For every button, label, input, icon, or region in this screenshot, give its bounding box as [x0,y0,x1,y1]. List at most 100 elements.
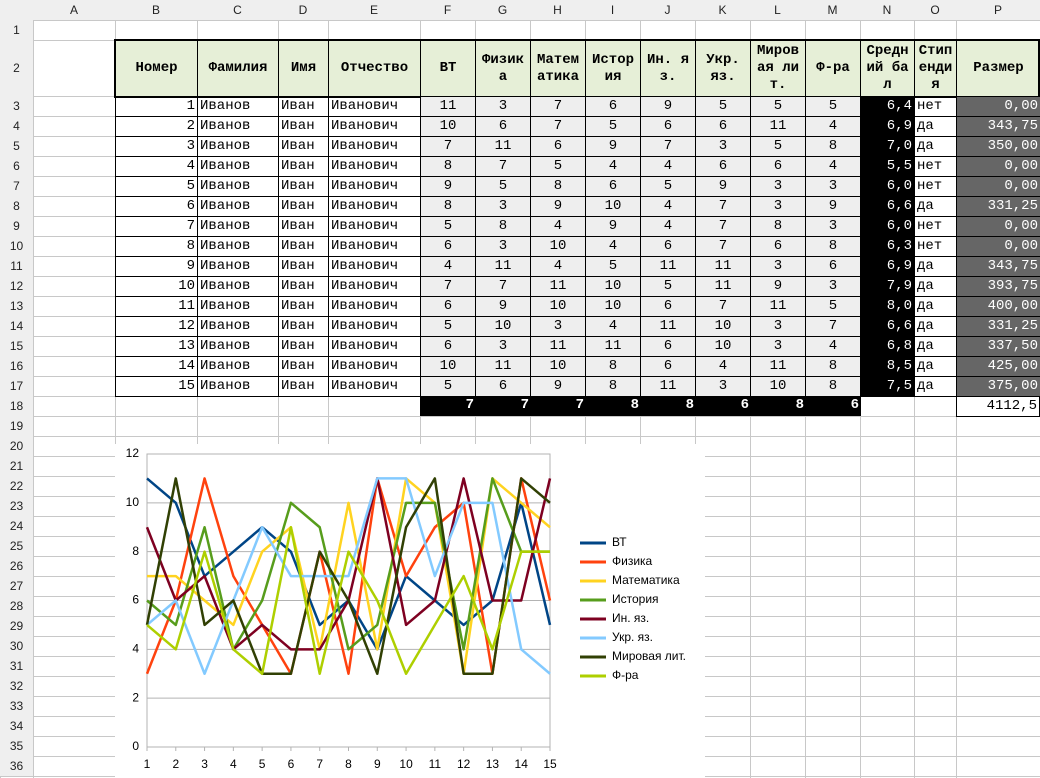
legend-label: Мировая лит. [612,649,686,663]
row-header: 31 [0,656,33,676]
row-header: 10 [0,236,33,256]
column-header: J [640,0,695,20]
grade-cell: 11 [750,116,806,137]
row-header: 24 [0,516,33,536]
column-header: O [914,0,956,20]
column-header: N [860,0,914,20]
row-header: 3 [0,96,33,116]
size-cell: 331,25 [956,316,1040,337]
y-tick-label: 0 [132,739,139,753]
table-header: Ин. яз. [640,40,696,97]
total-cell: 8 [585,396,641,416]
average-cell: 8,5 [860,356,915,377]
x-tick-label: 8 [345,757,352,771]
size-cell: 0,00 [956,236,1040,257]
row-header: 16 [0,356,33,376]
grade-cell: 11 [640,256,696,277]
grade-cell: 11 [585,336,641,357]
grade-cell: 10 [475,316,531,337]
total-cell: 7 [530,396,586,416]
table-header: Имя [278,40,329,97]
column-header: D [278,0,328,20]
average-cell: 6,3 [860,236,915,257]
series-line [147,477,551,675]
series-line [146,526,550,675]
column-header: B [115,0,197,20]
row-header: 15 [0,336,33,356]
grade-cell: 11 [750,356,806,377]
table-header: Номер [115,40,198,97]
table-header: Размер [956,40,1040,97]
column-header: G [475,0,530,20]
size-cell: 425,00 [956,356,1040,377]
table-header: Средний бал [860,40,915,97]
row-header: 34 [0,716,33,736]
x-tick-label: 12 [457,757,471,771]
table-header: История [585,40,641,97]
row-header: 12 [0,276,33,296]
series-line [145,477,551,675]
x-tick-label: 3 [201,757,208,771]
corner [0,0,33,20]
row-header: 1 [0,20,33,40]
total-cell: 8 [640,396,696,416]
row-header: 4 [0,116,33,136]
x-tick-label: 2 [172,757,179,771]
total-cell: 6 [695,396,751,416]
x-tick-label: 7 [316,757,323,771]
x-tick-label: 10 [399,757,413,771]
table-header: Отчество [328,40,421,97]
y-tick-label: 8 [132,544,139,558]
row-header: 26 [0,556,33,576]
total-cell: 7 [475,396,531,416]
column-header: H [530,0,585,20]
table-header: Фамилия [197,40,279,97]
legend-label: ВТ [612,535,627,549]
series-line [146,477,550,651]
total-cell: 8 [750,396,806,416]
table-header: Физика [475,40,531,97]
average-cell: 7,5 [860,376,915,397]
row-header: 11 [0,256,33,276]
column-header: L [750,0,805,20]
x-tick-label: 15 [543,757,557,771]
row-header: 23 [0,496,33,516]
row-header: 7 [0,176,33,196]
grade-cell: 11 [475,136,531,157]
column-header: A [33,0,115,20]
legend-label: Физика [612,554,653,568]
x-tick-label: 14 [515,757,529,771]
size-cell: 337,50 [956,336,1040,357]
size-cell: 393,75 [956,276,1040,297]
average-cell: 6,0 [860,216,915,237]
row-header: 14 [0,316,33,336]
legend-label: История [612,592,659,606]
table-header: Математика [530,40,586,97]
row-header: 28 [0,596,33,616]
column-header: F [420,0,475,20]
x-tick-label: 5 [259,757,266,771]
x-tick-label: 4 [230,757,237,771]
x-tick-label: 6 [288,757,295,771]
size-cell: 0,00 [956,156,1040,177]
column-header: C [197,0,278,20]
y-tick-label: 4 [132,642,139,656]
average-cell: 6,0 [860,176,915,197]
legend-label: Ф-ра [612,668,639,682]
total-cell: 6 [805,396,861,416]
row-header: 20 [0,436,33,456]
series-line [146,477,551,675]
row-header: 27 [0,576,33,596]
grade-cell: 10 [585,196,641,217]
row-header: 13 [0,296,33,316]
row-header: 29 [0,616,33,636]
legend-label: Математика [612,573,680,587]
column-header: M [805,0,860,20]
chart-area [115,444,705,778]
row-header: 19 [0,416,33,436]
size-cell: 331,25 [956,196,1040,217]
row-header: 32 [0,676,33,696]
y-tick-label: 2 [132,690,139,704]
